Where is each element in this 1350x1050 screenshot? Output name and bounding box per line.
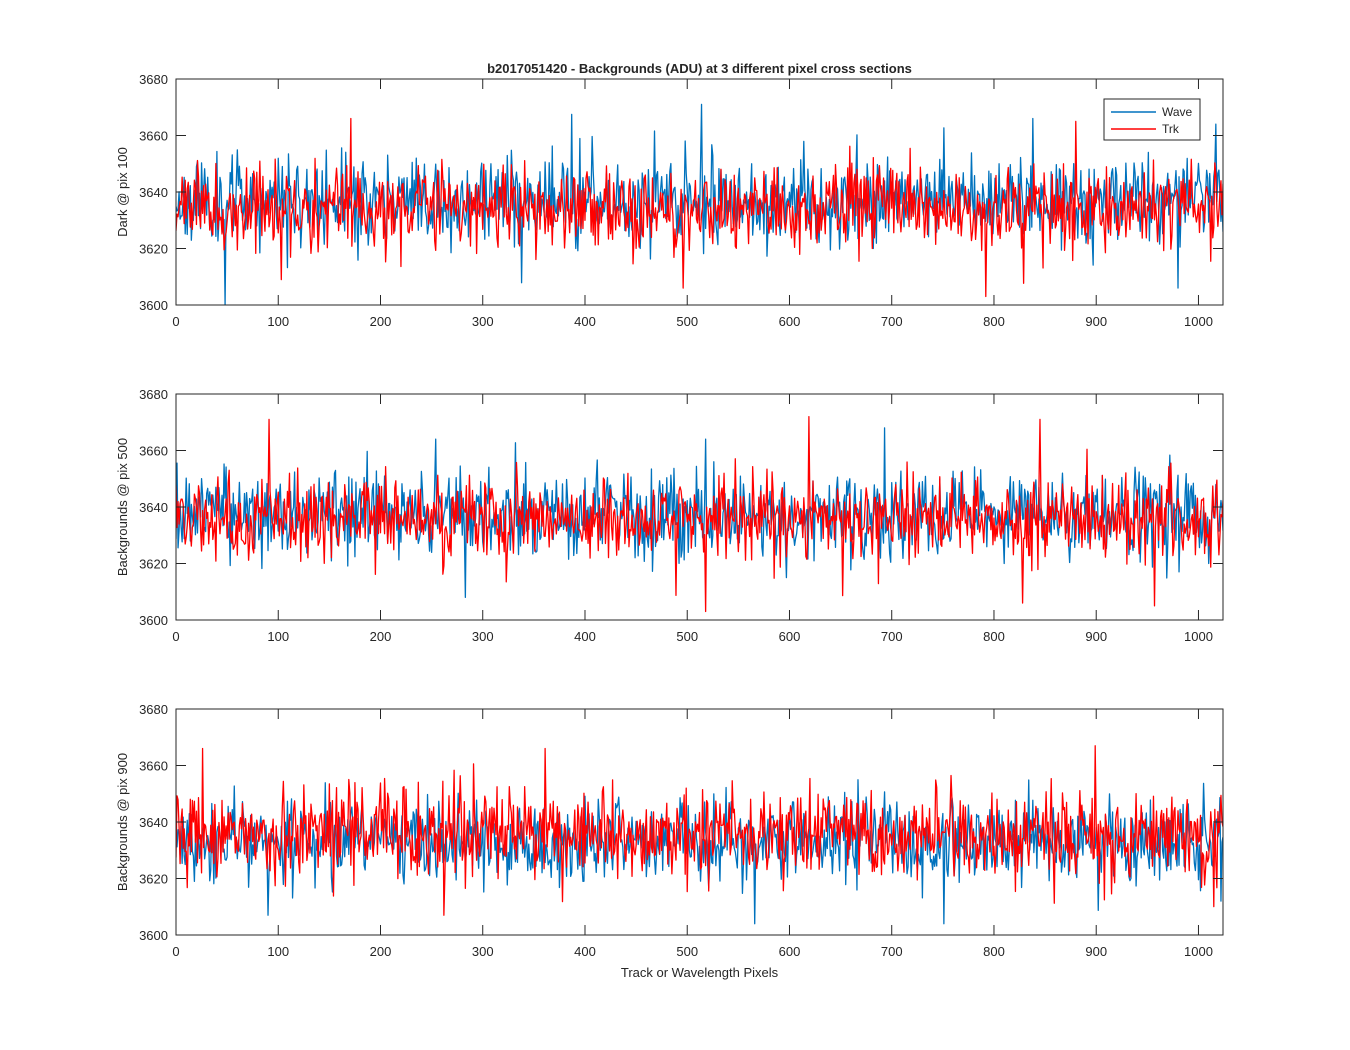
x-tick-label: 1000 <box>1184 944 1213 959</box>
legend-entry-trk: Trk <box>1162 122 1180 136</box>
y-tick-label: 3600 <box>139 928 168 943</box>
series-line-trk <box>176 415 1223 613</box>
series-group <box>176 745 1223 925</box>
series-group <box>176 415 1223 613</box>
x-tick-label: 500 <box>676 629 698 644</box>
x-tick-label: 900 <box>1085 629 1107 644</box>
x-tick-label: 600 <box>779 629 801 644</box>
x-tick-label: 300 <box>472 944 494 959</box>
y-tick-label: 3640 <box>139 500 168 515</box>
x-tick-label: 0 <box>172 629 179 644</box>
x-tick-label: 800 <box>983 314 1005 329</box>
legend: Wave Trk <box>1103 98 1201 141</box>
x-tick-label: 400 <box>574 629 596 644</box>
y-tick-label: 3660 <box>139 759 168 774</box>
legend-entry-wave: Wave <box>1162 105 1193 119</box>
y-tick-label: 3680 <box>139 387 168 402</box>
x-tick-label: 700 <box>881 314 903 329</box>
x-tick-label: 800 <box>983 944 1005 959</box>
y-tick-label: 3620 <box>139 872 168 887</box>
x-tick-label: 100 <box>267 629 289 644</box>
series-line-trk <box>176 117 1223 298</box>
x-tick-label: 900 <box>1085 944 1107 959</box>
y-tick-label: 3640 <box>139 815 168 830</box>
x-tick-label: 200 <box>370 314 392 329</box>
series-line-trk <box>176 745 1223 916</box>
x-tick-label: 300 <box>472 314 494 329</box>
x-tick-label: 200 <box>370 629 392 644</box>
series-group <box>176 103 1223 305</box>
x-tick-label: 700 <box>881 629 903 644</box>
x-tick-label: 700 <box>881 944 903 959</box>
x-tick-label: 1000 <box>1184 629 1213 644</box>
x-tick-label: 500 <box>676 314 698 329</box>
y-tick-label: 3660 <box>139 129 168 144</box>
x-tick-label: 800 <box>983 629 1005 644</box>
y-tick-label: 3600 <box>139 613 168 628</box>
x-tick-label: 500 <box>676 944 698 959</box>
x-tick-label: 400 <box>574 314 596 329</box>
y-axis-label: Backgrounds @ pix 500 <box>115 438 130 576</box>
x-tick-label: 200 <box>370 944 392 959</box>
y-tick-label: 3680 <box>139 72 168 87</box>
chart-title: b2017051420 - Backgrounds (ADU) at 3 dif… <box>487 61 912 76</box>
y-axis-label: Backgrounds @ pix 900 <box>115 753 130 891</box>
x-tick-label: 900 <box>1085 314 1107 329</box>
x-tick-label: 100 <box>267 314 289 329</box>
x-tick-label: 600 <box>779 314 801 329</box>
x-axis-label: Track or Wavelength Pixels <box>621 965 779 980</box>
y-tick-label: 3600 <box>139 298 168 313</box>
chart-panel-dark-pix-100: 0 100 200 300 400 500 600 700 800 900 1000 3600 3620… <box>115 61 1224 329</box>
x-tick-label: 100 <box>267 944 289 959</box>
y-axis-label: Dark @ pix 100 <box>115 147 130 237</box>
x-tick-label: 0 <box>172 944 179 959</box>
chart-panel-backgrounds-pix-900: 0 100 200 300 400 500 600 700 800 900 1000 3600 3620… <box>115 702 1224 980</box>
chart-panel-backgrounds-pix-500: 0 100 200 300 400 500 600 700 800 900 1000 3600 3620… <box>115 387 1224 644</box>
y-tick-label: 3620 <box>139 242 168 257</box>
x-tick-label: 600 <box>779 944 801 959</box>
y-tick-label: 3620 <box>139 557 168 572</box>
x-tick-label: 400 <box>574 944 596 959</box>
x-tick-label: 300 <box>472 629 494 644</box>
x-tick-label: 1000 <box>1184 314 1213 329</box>
x-tick-label: 0 <box>172 314 179 329</box>
y-tick-label: 3680 <box>139 702 168 717</box>
y-tick-label: 3660 <box>139 444 168 459</box>
y-tick-label: 3640 <box>139 185 168 200</box>
